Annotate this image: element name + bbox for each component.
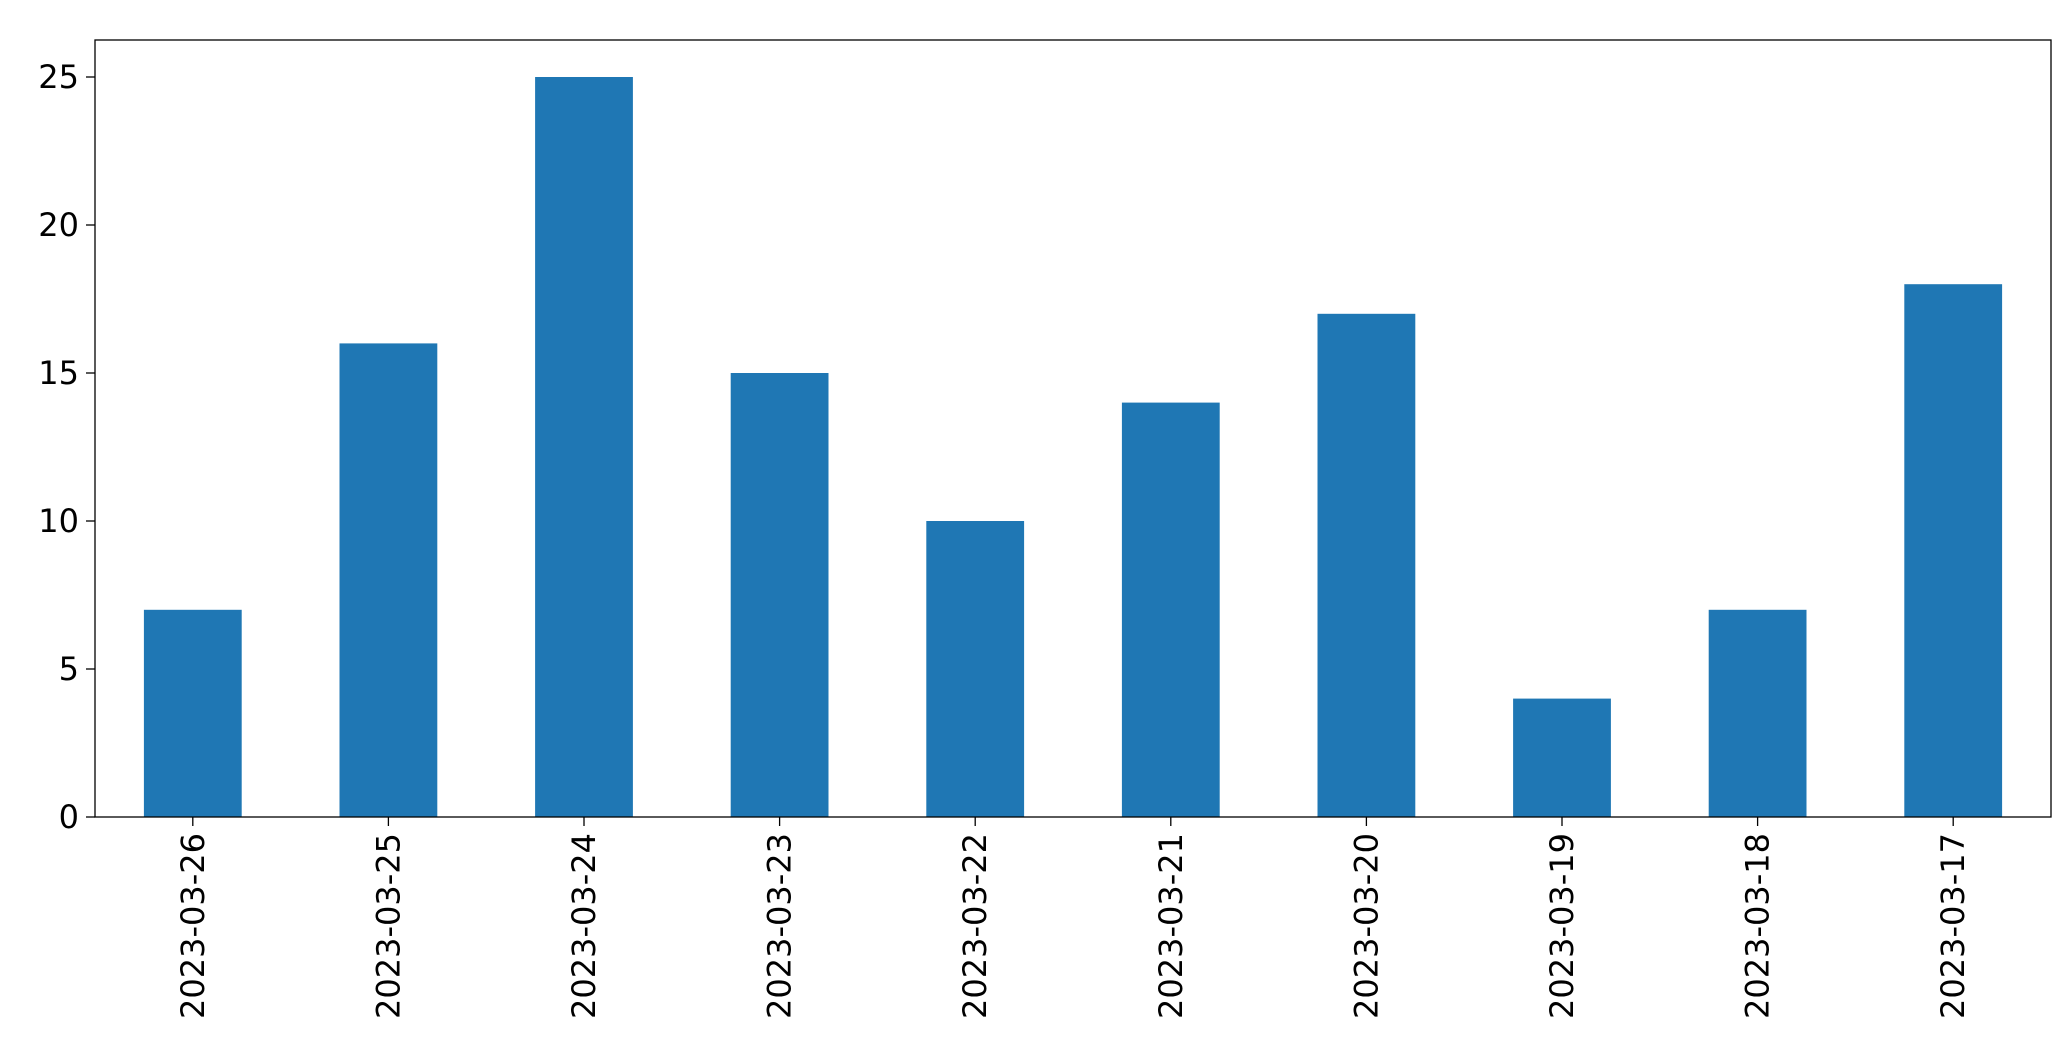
bar bbox=[1708, 609, 1807, 817]
y-tick-label: 25 bbox=[38, 58, 79, 96]
bar bbox=[926, 521, 1025, 817]
x-tick-label: 2023-03-24 bbox=[565, 833, 603, 1019]
x-tick-label: 2023-03-26 bbox=[174, 833, 212, 1019]
y-tick-label: 5 bbox=[59, 650, 79, 688]
bar bbox=[1121, 402, 1220, 817]
bar bbox=[143, 609, 242, 817]
x-tick-label: 2023-03-17 bbox=[1934, 833, 1972, 1019]
x-tick-label: 2023-03-25 bbox=[369, 833, 407, 1019]
bar bbox=[339, 343, 438, 817]
x-tick-label: 2023-03-21 bbox=[1152, 833, 1190, 1019]
y-tick-label: 10 bbox=[38, 502, 79, 540]
bar bbox=[730, 373, 829, 817]
x-tick-label: 2023-03-20 bbox=[1347, 833, 1385, 1019]
bar bbox=[1904, 284, 2003, 817]
x-tick-label: 2023-03-23 bbox=[761, 833, 799, 1019]
bar bbox=[535, 77, 633, 817]
y-tick-label: 15 bbox=[38, 354, 79, 392]
y-tick-label: 20 bbox=[38, 206, 79, 244]
x-tick-label: 2023-03-18 bbox=[1739, 833, 1777, 1019]
bar bbox=[1513, 698, 1611, 817]
bar bbox=[1317, 313, 1416, 817]
x-tick-label: 2023-03-22 bbox=[956, 833, 994, 1019]
y-tick-label: 0 bbox=[59, 798, 79, 836]
plot-frame bbox=[94, 39, 2052, 818]
x-tick-label: 2023-03-19 bbox=[1543, 833, 1581, 1019]
